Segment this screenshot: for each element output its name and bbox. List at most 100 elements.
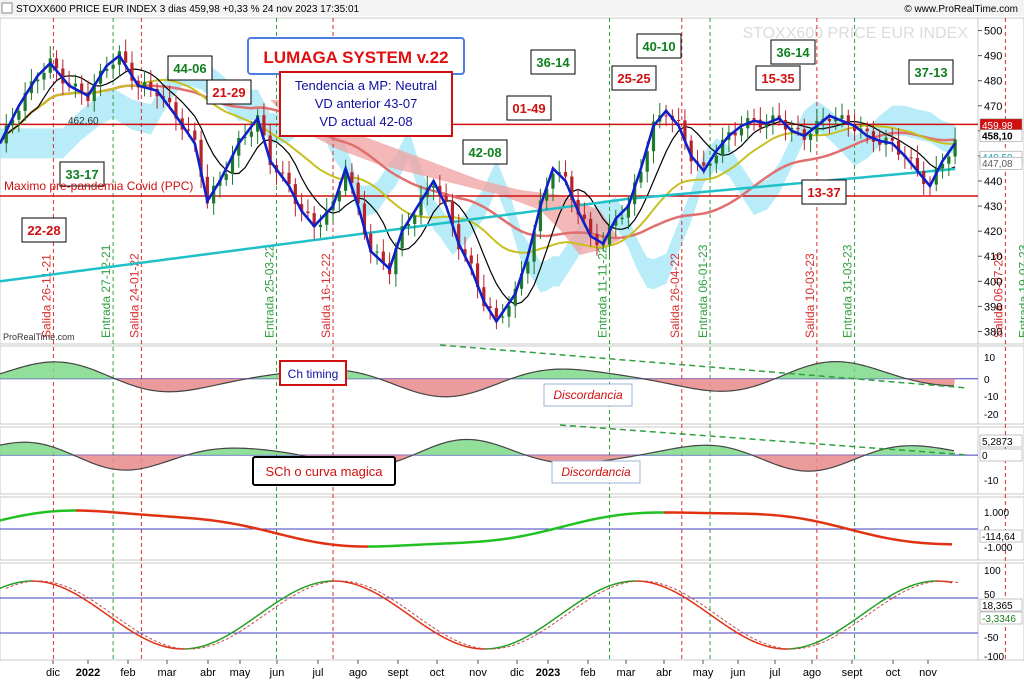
panel4-seg-28 [23,513,29,517]
candle-body-7 [42,72,46,80]
candle-body-51 [318,224,323,228]
panel4-seg-236 [231,522,237,526]
panel5-seg-76 [71,591,77,595]
panel4-tick-2: -1.000 [984,543,1013,554]
panel4-seg-560 [555,526,561,530]
panel5-seg-12 [7,583,13,586]
panel5-tick-1: 50 [984,590,996,601]
candle-body-80 [501,316,505,318]
date-marker-label-8: Salida 10-03-23 [803,253,817,338]
candle-body-20 [124,51,128,63]
signal-label-3: 21-29 [212,85,245,100]
candle-body-82 [513,288,517,306]
panel4-seg-268 [263,529,269,533]
signal-label-0: 22-28 [27,223,60,238]
sch-box [252,456,396,486]
panel4-seg-812 [807,518,813,522]
candle-body-46 [287,172,291,185]
panel5-seg-804 [799,645,805,649]
panel5-seg-148 [143,637,149,642]
candle-body-126 [790,127,794,130]
candle-body-83 [519,273,524,289]
panel5-seg-856 [851,618,857,623]
candle-body-77 [482,287,486,307]
x-tick-label-16: abr [656,667,672,679]
panel4-seg-792 [787,515,793,519]
panel4-seg-896 [891,537,897,541]
panel4-seg-244 [239,523,245,527]
candle-body-110 [689,140,693,162]
panel5-seg-576 [571,603,577,608]
panel5-seg-888 [883,596,889,601]
candle-body-9 [54,58,59,69]
candle-body-66 [413,215,417,224]
ma-black [0,68,956,305]
candle-body-113 [708,163,712,166]
panel5-seg-324 [319,580,325,584]
panel5-seg-248 [243,621,249,626]
candle-body-138 [865,128,869,132]
x-tick-label-6: jun [269,667,285,679]
panel4-seg-220 [215,519,221,523]
panel4-seg-892 [887,537,893,541]
date-marker-label-3: Entrada 25-03-22 [262,244,276,338]
panel4-seg-252 [247,525,253,529]
panel4-seg-600 [595,516,601,521]
panel3-value1-label: 5,2873 [982,437,1013,448]
panel5-seg-552 [547,620,553,625]
panel5-seg-436 [431,629,437,634]
x-tick-label-22: oct [886,667,901,679]
candle-body-63 [394,248,398,275]
candle-body-31 [193,130,197,140]
panel5-seg-876 [871,604,877,609]
panel4-seg-884 [879,535,885,539]
panel4-seg-888 [883,536,889,540]
panel4-seg-316 [311,540,317,544]
candle-body-122 [765,123,769,128]
panel5-seg-520 [515,639,521,643]
candle-body-67 [419,197,423,216]
panel5-seg-176 [171,647,177,650]
panel4-seg-824 [819,520,825,525]
panel5-seg-304 [299,586,305,590]
panel5-seg-284 [279,597,285,601]
panel4-seg-288 [283,534,289,538]
x-tick-label-3: mar [158,667,177,679]
panel5-seg-824 [819,638,825,642]
panel4-seg-548 [543,529,549,533]
panel5-seg-216 [211,640,217,644]
candle-body-101 [633,182,637,205]
panel5-seg-408 [403,610,409,615]
panel5-seg-212 [207,642,213,646]
panel5-seg-664 [659,584,665,588]
candle-body-104 [651,121,656,152]
panel4-seg-596 [591,517,597,521]
panel5-seg-164 [159,644,165,648]
chart-title: STOXX600 PRICE EUR INDEX 3 dias 459,98 +… [16,4,360,15]
panel4-seg-576 [571,522,577,526]
candle-body-133 [834,118,838,122]
panel5-seg-836 [831,631,837,636]
panel5-seg-392 [387,599,393,604]
panel4-value1-box [979,529,1023,543]
panel4-seg-540 [535,531,541,535]
panel5-seg-748 [743,636,749,640]
x-tick-label-8: ago [349,667,367,679]
panel5-seg-848 [843,623,849,628]
candle-body-69 [431,185,436,188]
candle-body-79 [494,308,499,318]
y-tick-label-9: 470 [984,101,1002,113]
candle-body-6 [36,79,40,82]
panel4-seg-240 [235,522,241,527]
ch-timing-positive-fill [0,361,955,379]
panel5-seg-904 [899,588,905,592]
candle-body-59 [369,233,373,253]
y-tick-label-6: 440 [984,176,1002,188]
panel5-seg-292 [287,592,293,596]
panel5-seg-568 [563,608,569,613]
last-value-label-1: 458,10 [982,132,1013,143]
candle-body-73 [457,224,461,250]
signal-label-11: 37-13 [914,65,947,80]
signal-label-2: 44-06 [173,61,206,76]
panel4-seg-620 [615,513,621,517]
